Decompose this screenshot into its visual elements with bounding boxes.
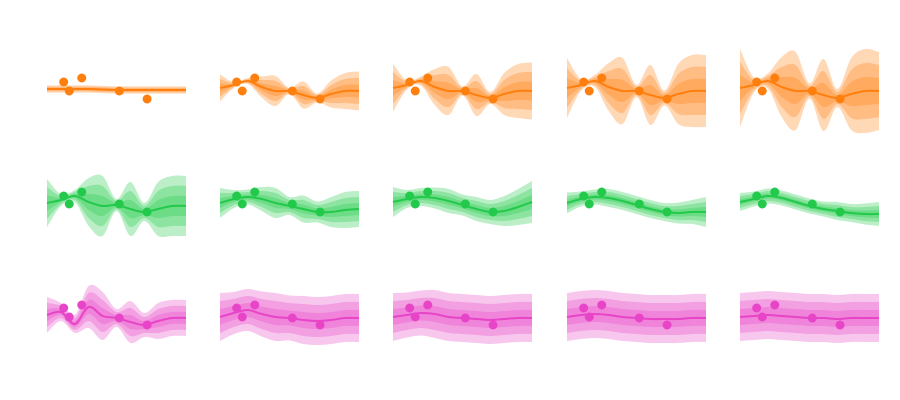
observation-point (488, 207, 498, 217)
observation-point (410, 199, 420, 209)
observation-point (579, 303, 589, 313)
observation-point (250, 187, 260, 197)
panel (47, 73, 186, 104)
observation-point (757, 199, 767, 209)
observation-point (405, 303, 415, 313)
panel (219, 71, 360, 111)
observation-point (142, 320, 152, 330)
observation-point (752, 191, 762, 201)
panel (392, 62, 533, 120)
panel (219, 288, 360, 345)
observation-point (410, 312, 420, 322)
observation-point (64, 86, 74, 96)
observation-point (597, 73, 607, 83)
observation-point (142, 94, 152, 104)
observation-point (579, 77, 589, 87)
observation-point (405, 77, 415, 87)
observation-point (597, 300, 607, 310)
observation-point (59, 303, 69, 313)
panel (566, 187, 707, 227)
observation-point (250, 300, 260, 310)
observation-point (423, 73, 433, 83)
observation-point (597, 187, 607, 197)
observation-point (77, 187, 87, 197)
observation-point (835, 320, 845, 330)
observation-point (634, 86, 644, 96)
observation-point (634, 199, 644, 209)
observation-point (488, 94, 498, 104)
observation-point (59, 77, 69, 87)
observation-point (287, 86, 297, 96)
observation-point (770, 300, 780, 310)
observation-point (579, 191, 589, 201)
uncertainty-band (47, 299, 186, 330)
observation-point (287, 313, 297, 323)
observation-point (662, 94, 672, 104)
observation-point (64, 312, 74, 322)
observation-point (835, 94, 845, 104)
observation-point (584, 312, 594, 322)
observation-point (64, 199, 74, 209)
observation-point (59, 191, 69, 201)
observation-point (807, 313, 817, 323)
observation-point (232, 303, 242, 313)
observation-point (315, 94, 325, 104)
observation-point (584, 86, 594, 96)
observation-point (114, 199, 124, 209)
observation-point (232, 191, 242, 201)
observation-point (405, 191, 415, 201)
panel (739, 291, 879, 343)
panel (739, 48, 880, 134)
observation-point (770, 73, 780, 83)
observation-point (488, 320, 498, 330)
observation-point (752, 77, 762, 87)
panel (392, 289, 533, 344)
observation-point (114, 86, 124, 96)
observation-point (757, 86, 767, 96)
uncertainty-band (47, 284, 186, 344)
panel (392, 181, 533, 227)
observation-point (410, 86, 420, 96)
observation-point (460, 313, 470, 323)
observation-point (662, 320, 672, 330)
observation-point (114, 313, 124, 323)
observation-point (460, 86, 470, 96)
observation-point (460, 199, 470, 209)
observation-point (752, 303, 762, 313)
panel (566, 54, 707, 128)
observation-point (287, 199, 297, 209)
observation-point (757, 312, 767, 322)
panel (46, 284, 187, 344)
observation-point (77, 300, 87, 310)
observation-point (315, 320, 325, 330)
observation-point (423, 187, 433, 197)
observation-point (807, 86, 817, 96)
observation-point (662, 207, 672, 217)
observation-point (237, 199, 247, 209)
observation-point (142, 207, 152, 217)
panel (219, 186, 360, 228)
observation-point (584, 199, 594, 209)
panel (566, 290, 707, 344)
panel (739, 187, 880, 226)
observation-point (250, 73, 260, 83)
observation-point (237, 312, 247, 322)
observation-point (423, 300, 433, 310)
panel (46, 174, 187, 238)
observation-point (77, 73, 87, 83)
observation-point (232, 77, 242, 87)
uncertainty-band (567, 188, 706, 227)
observation-point (835, 207, 845, 217)
observation-point (315, 207, 325, 217)
observation-point (237, 86, 247, 96)
observation-point (634, 313, 644, 323)
observation-point (770, 187, 780, 197)
observation-point (807, 199, 817, 209)
